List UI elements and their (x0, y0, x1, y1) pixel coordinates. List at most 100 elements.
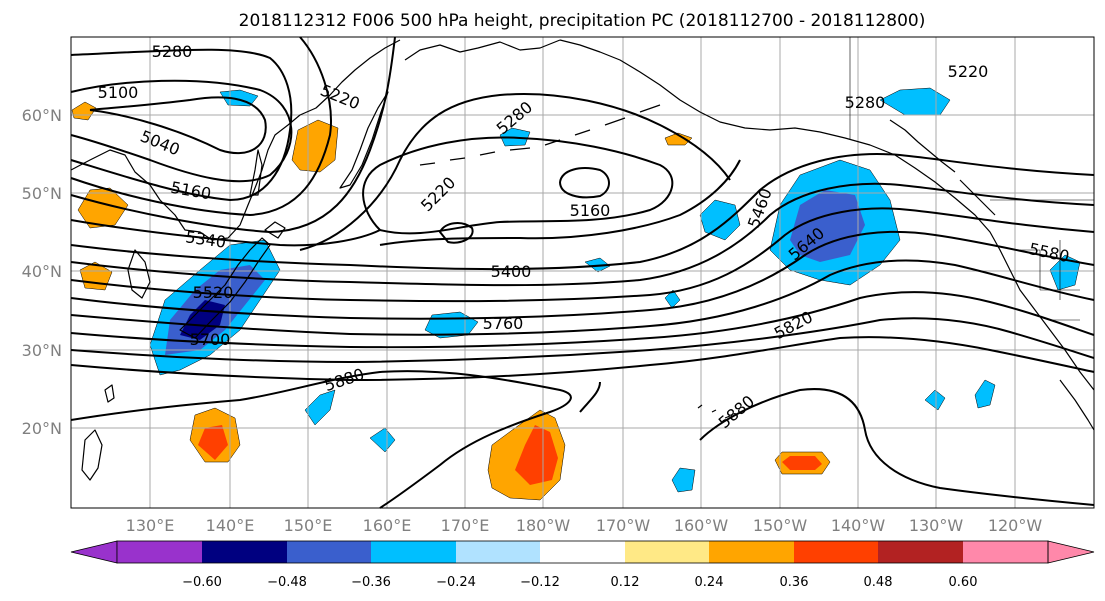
contour-label: 5700 (190, 330, 231, 349)
lon-label: 120°W (988, 516, 1043, 535)
lat-label: 20°N (22, 419, 62, 438)
contour-5160-west (70, 48, 293, 202)
colorbar-tick-label: −0.60 (182, 575, 222, 590)
precip-blob-south-1 (304, 389, 336, 426)
colorbar-bin (117, 541, 202, 563)
coast-japan (179, 237, 271, 339)
colorbar: −0.60 −0.48 −0.36 −0.24 −0.12 0.12 0.24 … (70, 540, 1095, 590)
contour-5820 (70, 336, 1095, 382)
contour-5340 (70, 219, 381, 247)
precip-blob-gulf-alaska (699, 199, 741, 241)
lon-label: 160°E (363, 516, 412, 535)
coast-hawaii (697, 404, 731, 419)
contour-north-5340 (379, 159, 741, 246)
colorbar-tick-label: 0.24 (695, 575, 724, 590)
precip-blob-hawaii-pos-dark (782, 456, 822, 470)
coast-alaska (559, 39, 1095, 391)
colorbar-tick-label: 0.12 (611, 575, 640, 590)
precip-blob-dateline-pos-dark (515, 425, 558, 485)
colorbar-bin (625, 541, 709, 563)
longitude-labels: 130°E 140°E 150°E 160°E 170°E 180°W 170°… (126, 516, 1043, 535)
precip-blob-china-1 (77, 187, 129, 229)
precip-blob-east-1 (924, 389, 946, 411)
lon-label: 170°W (596, 516, 651, 535)
colorbar-bin (878, 541, 963, 563)
precip-blob-ne-pacific-mid (790, 190, 865, 262)
coastlines (70, 39, 1095, 481)
coast-sakhalin (249, 149, 263, 196)
colorbar-bin (287, 541, 371, 563)
colorbar-tick-label: 0.48 (864, 575, 893, 590)
contour-north-closed-5160 (559, 167, 610, 199)
contour-5040 (89, 96, 267, 155)
colorbar-bin (963, 541, 1048, 563)
lon-label: 140°E (206, 516, 255, 535)
lon-label: 150°W (753, 516, 808, 535)
colorbar-bin (456, 541, 540, 563)
figure-title: 2018112312 F006 500 hPa height, precipit… (239, 11, 926, 31)
contour-5640 (70, 259, 1095, 336)
contour-5100 (70, 79, 293, 183)
lon-label: 140°W (831, 516, 886, 535)
precip-shading (71, 87, 1081, 501)
coast-korea (127, 249, 151, 299)
map-panel: 5280 5100 5220 5040 5160 5340 5520 5700 … (70, 36, 1095, 509)
lat-label: 60°N (22, 106, 62, 125)
coast-aleutians (419, 104, 661, 166)
contour-5880-west (70, 370, 572, 509)
coast-hokkaido (264, 221, 286, 239)
precip-blob-south-2 (369, 427, 396, 453)
coast-asia (70, 39, 401, 241)
contour-5460 (70, 182, 1095, 287)
contour-5520 (70, 207, 1095, 303)
colorbar-bin (202, 541, 287, 563)
colorbar-tick-label: 0.60 (949, 575, 978, 590)
contour-north-5280 (299, 93, 731, 251)
colorbar-tick-label: −0.48 (267, 575, 307, 590)
precip-blob-philippine-pos-dark (198, 425, 228, 460)
borders (849, 37, 1094, 321)
colorbar-extend-high (1047, 540, 1095, 564)
coast-philippines (81, 429, 103, 481)
lat-label: 30°N (22, 341, 62, 360)
colorbar-tick-label: −0.36 (351, 575, 391, 590)
contour-label: 5160 (570, 201, 611, 220)
precip-blob-japan-dark (180, 300, 225, 340)
coast-taiwan (104, 384, 115, 403)
lon-label: 130°E (126, 516, 175, 535)
precip-blob-south-3 (671, 467, 696, 493)
colorbar-tick-label: 0.36 (780, 575, 809, 590)
precip-blob-west-coast (1049, 254, 1081, 291)
colorbar-bin (794, 541, 878, 563)
border-us-states (1020, 240, 1080, 321)
lat-label: 40°N (22, 262, 62, 281)
height-contours (70, 36, 1095, 509)
lat-label: 50°N (22, 184, 62, 203)
lon-label: 170°E (441, 516, 490, 535)
contour-5400 (70, 153, 1095, 271)
coast-bc-islands (889, 119, 996, 216)
contour-5280-west (70, 36, 396, 234)
lon-label: 130°W (909, 516, 964, 535)
precip-blob-east-2 (974, 379, 996, 409)
colorbar-bin (709, 541, 794, 563)
lon-label: 150°E (284, 516, 333, 535)
contour-north-5220b (362, 136, 674, 235)
contour-5880-small (579, 381, 601, 413)
coast-alaska-west (404, 39, 561, 61)
contour-5760 (70, 317, 1095, 364)
contour-5220-west (70, 36, 332, 217)
colorbar-frame (116, 540, 1049, 564)
lon-label: 180°W (516, 516, 571, 535)
contour-label: 5520 (193, 283, 234, 302)
contour-5880-east (699, 388, 1095, 506)
contour-label: 5220 (948, 62, 989, 81)
colorbar-bin (540, 541, 625, 563)
colorbar-extend-low (70, 540, 118, 564)
precip-blob-kamchatka-pos (291, 119, 339, 173)
colorbar-tick-label: −0.24 (436, 575, 476, 590)
contour-north-5220 (438, 222, 474, 244)
contour-label: 5400 (491, 262, 532, 281)
contour-label: 5280 (152, 42, 193, 61)
